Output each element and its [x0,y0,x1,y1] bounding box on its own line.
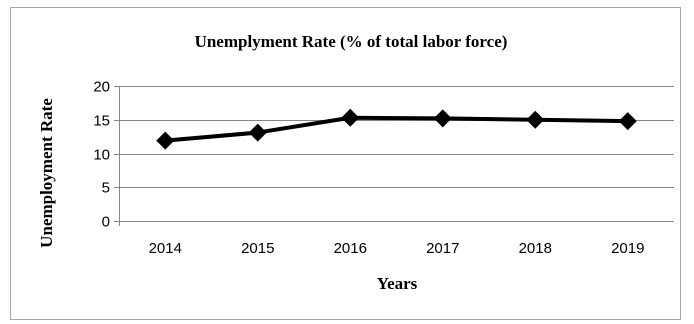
y-tick-labels: 0 5 10 15 20 [93,79,110,231]
y-tick-label-0: 0 [102,214,110,231]
x-tick-label-2017: 2017 [426,240,459,257]
y-tick-label-15: 15 [93,113,110,130]
y-tick-label-20: 20 [93,79,110,96]
y-tick-label-10: 10 [93,147,110,164]
data-point-2015 [248,123,267,142]
series-line-0 [165,115,628,143]
x-tick-labels: 2014 2015 2016 2017 2018 2019 [149,240,645,257]
series-layer [156,108,637,150]
x-tick-label-2015: 2015 [241,240,274,257]
y-axis-title: Unemployment Rate [37,98,56,248]
y-tick-label-5: 5 [102,180,110,197]
gridlines [119,86,674,188]
axes [114,86,674,226]
x-tick-label-2019: 2019 [611,240,644,257]
chart-frame [10,7,681,320]
data-point-2014 [156,131,175,150]
data-point-2019 [618,112,637,131]
x-tick-label-2018: 2018 [519,240,552,257]
data-point-2017 [433,109,452,128]
x-tick-label-2016: 2016 [334,240,367,257]
x-axis-title: Years [377,274,418,293]
data-point-2018 [526,110,545,129]
x-tick-label-2014: 2014 [149,240,182,257]
data-point-2016 [341,108,360,127]
chart-title: Unemplyment Rate (% of total labor force… [195,32,508,51]
